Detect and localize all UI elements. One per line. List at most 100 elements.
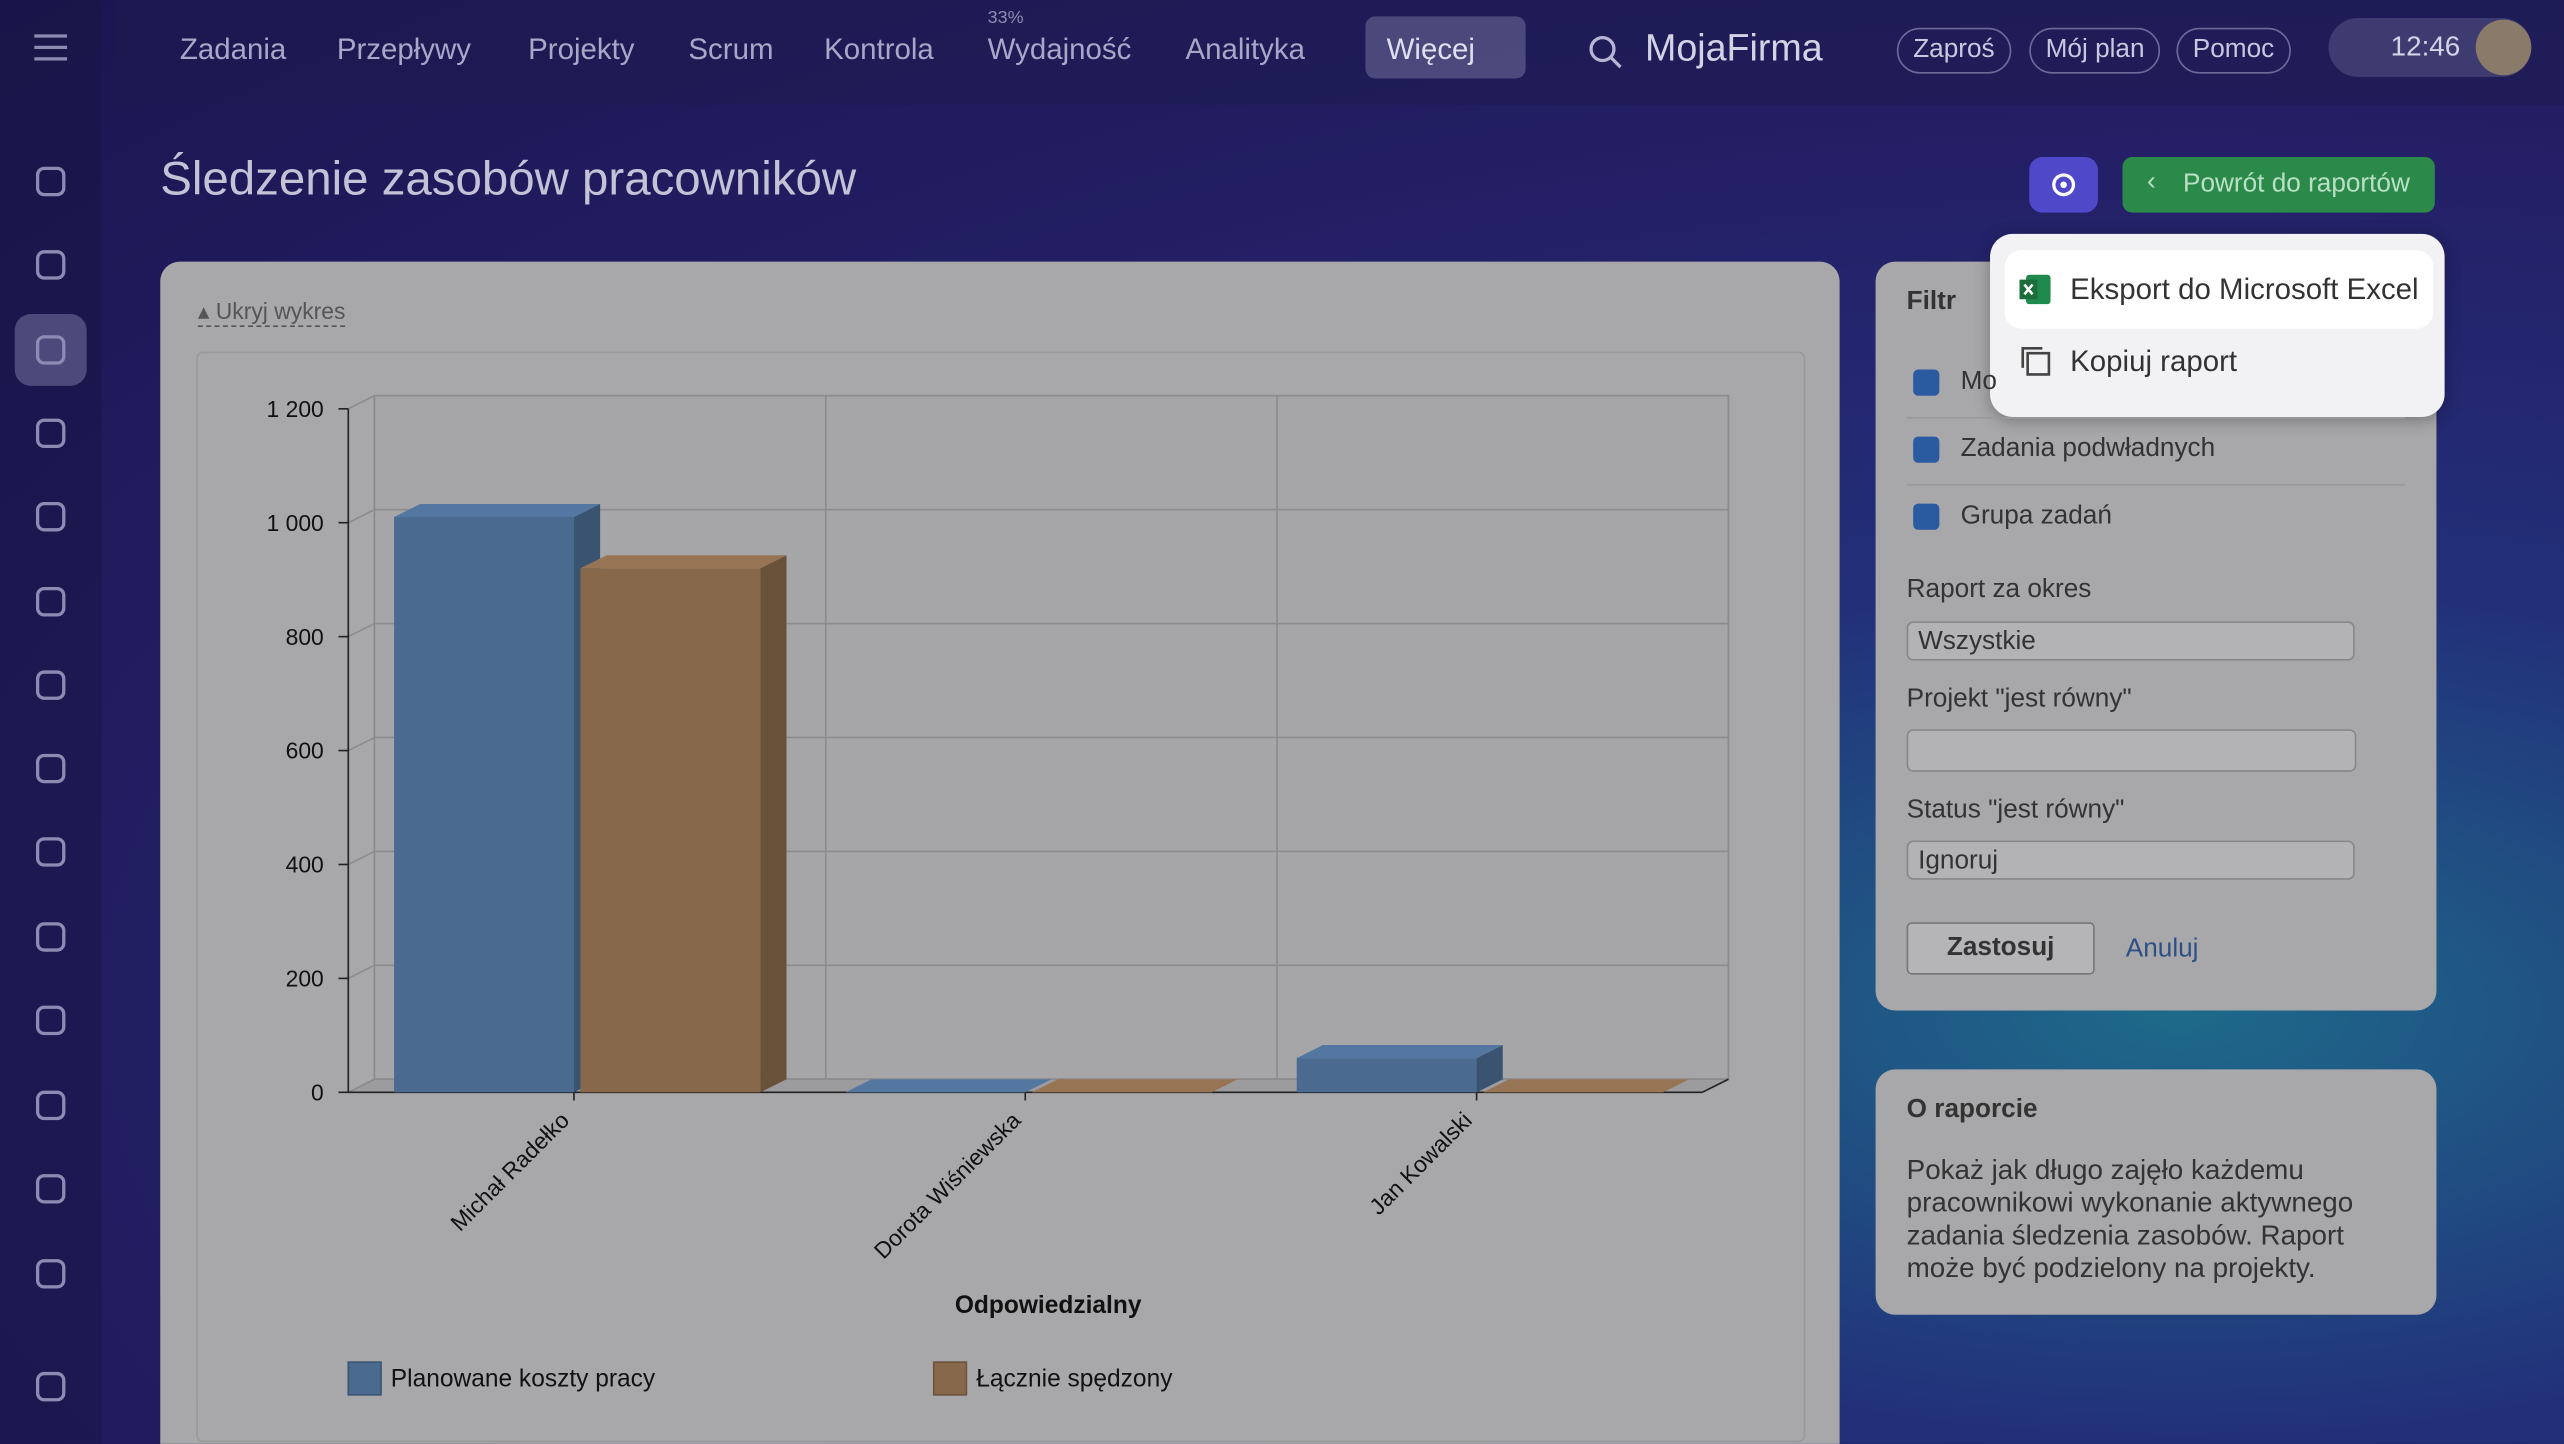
checkbox[interactable] (1913, 503, 1940, 530)
checkbox-label: Mo (1960, 367, 1997, 396)
bar-side (1476, 1045, 1503, 1093)
sidebar-icon[interactable] (15, 901, 87, 973)
bar-top (1031, 1079, 1238, 1093)
sidebar-icon[interactable] (15, 229, 87, 301)
sidebar-icon[interactable] (15, 816, 87, 888)
nav-button[interactable]: Zaproś (1896, 27, 2011, 74)
settings-button[interactable] (2029, 156, 2098, 213)
grid-line (347, 736, 375, 752)
bar-front (1296, 1058, 1477, 1093)
nav-item[interactable]: Zadania (179, 32, 287, 66)
y-tick-label: 800 (286, 624, 324, 650)
period-select[interactable]: Wszystkie (1906, 621, 2355, 661)
nav-item[interactable]: Wydajność (987, 32, 1132, 66)
toggle-chart[interactable]: ▴ Ukryj wykres (197, 298, 346, 328)
menu-icon[interactable] (33, 33, 69, 62)
sidebar-icon[interactable] (15, 733, 87, 805)
copy-icon (2021, 346, 2051, 376)
grid-line (347, 394, 375, 410)
legend-swatch (347, 1361, 382, 1396)
x-tick-label: Michał Radełko (445, 1107, 574, 1236)
x-tick-label: Jan Kowalski (1364, 1107, 1477, 1220)
bar-top (1296, 1045, 1503, 1059)
nav-item[interactable]: Więcej (1386, 32, 1475, 66)
nav-active-bg[interactable] (1365, 16, 1526, 79)
bar-front (394, 517, 574, 1093)
project-input[interactable] (1906, 729, 2357, 772)
y-tick-label: 0 (311, 1079, 324, 1105)
back-button[interactable] (2122, 156, 2435, 213)
filter-title: Filtr (1906, 287, 1957, 316)
bar-side (760, 555, 787, 1093)
x-axis-title: Odpowiedzialny (955, 1292, 1142, 1319)
sidebar-icon[interactable] (15, 1069, 87, 1141)
menu-item[interactable]: Eksport do Microsoft Excel (2070, 273, 2419, 306)
nav-item[interactable]: Analityka (1185, 32, 1305, 66)
brand[interactable]: MojaFirma (1645, 26, 1823, 69)
badge: 33% (987, 8, 1024, 28)
nav-item[interactable]: Projekty (528, 32, 635, 66)
nav-button[interactable]: Mój plan (2029, 27, 2161, 74)
sidebar-icon[interactable] (15, 146, 87, 218)
bar-top (580, 555, 787, 569)
apply-button[interactable]: Zastosuj (1906, 922, 2095, 975)
bar-top (394, 503, 601, 518)
bar-top (845, 1079, 1052, 1093)
grid-line (347, 964, 375, 980)
legend-swatch (932, 1361, 968, 1396)
about-title: O raporcie (1906, 1095, 2038, 1124)
select-value: Ignoruj (1918, 847, 1999, 875)
time: 12:46 (2390, 31, 2461, 63)
legend-label: Planowane koszty pracy (391, 1366, 656, 1393)
grid-line (347, 1078, 375, 1094)
checkbox[interactable] (1913, 436, 1940, 463)
x-tick-label: Dorota Wiśniewska (869, 1107, 1026, 1264)
checkbox-label: Zadania podwładnych (1960, 434, 2216, 463)
sidebar-icon[interactable] (14, 313, 87, 386)
menu-item[interactable]: Kopiuj raport (2070, 345, 2238, 378)
separator (1906, 484, 2406, 486)
sidebar-icon[interactable] (15, 1351, 87, 1423)
select-value: Wszystkie (1918, 627, 2036, 656)
checkbox[interactable] (1913, 369, 1940, 396)
nav-item[interactable]: Kontrola (824, 32, 934, 66)
bar-top (1483, 1079, 1690, 1093)
chevron: ‹ (2147, 168, 2156, 197)
about-text: Pokaż jak długo zajęło każdemu pracownik… (1906, 1154, 2354, 1284)
grid-line (347, 850, 375, 866)
y-tick-label: 200 (286, 966, 324, 992)
y-tick-label: 600 (286, 738, 324, 764)
back-button-label: Powrót do raportów (2182, 170, 2410, 198)
grid-line (347, 508, 375, 524)
y-tick-label: 1 000 (267, 510, 324, 536)
legend-label: Łącznie spędzony (976, 1366, 1173, 1393)
page-title: Śledzenie zasobów pracowników (160, 153, 857, 207)
status-select[interactable]: Ignoruj (1906, 840, 2355, 880)
sidebar-icon[interactable] (15, 1153, 87, 1225)
search-icon[interactable] (1586, 33, 1625, 72)
sidebar-icon[interactable] (15, 649, 87, 721)
about-panel (1875, 1069, 2437, 1315)
nav-item[interactable]: Scrum (688, 32, 774, 66)
avatar[interactable] (2475, 19, 2532, 76)
grid-line (347, 622, 375, 638)
sidebar-icon[interactable] (15, 481, 87, 553)
sidebar-icon[interactable] (15, 1238, 87, 1310)
nav-button[interactable]: Pomoc (2176, 27, 2291, 74)
cancel-link[interactable]: Anuluj (2125, 935, 2199, 964)
bar-front (580, 568, 761, 1093)
field-label: Raport za okres (1906, 575, 2092, 604)
sidebar-icon[interactable] (15, 397, 87, 469)
menu-item-highlight[interactable] (2004, 250, 2434, 329)
sidebar-icon[interactable] (15, 566, 87, 638)
field-label: Status "jest równy" (1906, 796, 2125, 825)
nav-item[interactable]: Przepływy (336, 32, 471, 66)
field-label: Projekt "jest równy" (1906, 685, 2132, 713)
sidebar-icon[interactable] (15, 984, 87, 1056)
dropdown-menu: Eksport do Microsoft Excel Kopiuj raport (1990, 233, 2445, 417)
checkbox-label: Grupa zadań (1960, 502, 2112, 530)
x-axis-depth (1701, 1078, 1729, 1094)
